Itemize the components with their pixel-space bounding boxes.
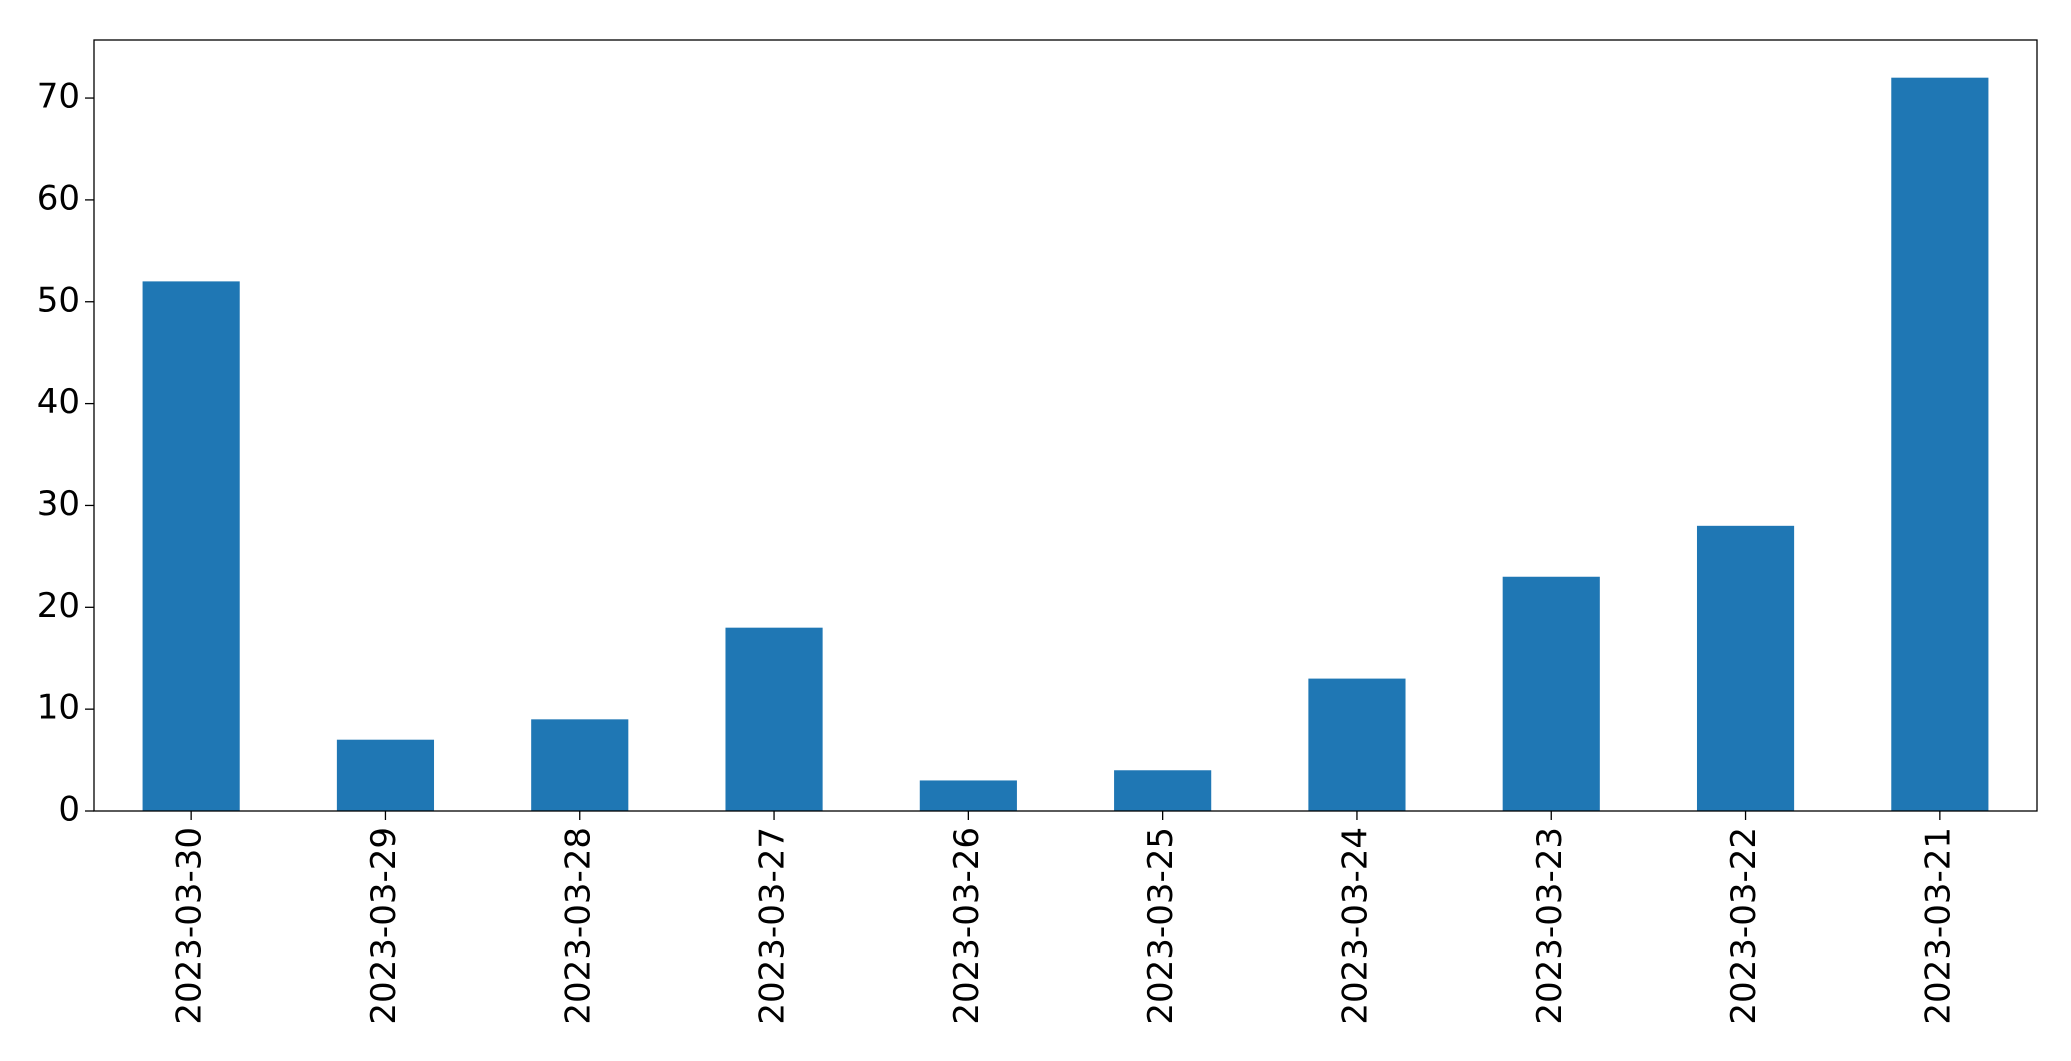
bar [336, 739, 435, 811]
x-tick-label: 2023-03-21 [1918, 827, 1958, 1025]
bar [1696, 525, 1795, 811]
y-tick-label: 10 [37, 688, 80, 728]
bar [725, 627, 823, 811]
bar [1891, 77, 1989, 812]
plot-frame [93, 39, 2038, 812]
y-tick-label: 30 [37, 484, 80, 524]
x-tick-label: 2023-03-23 [1530, 827, 1570, 1025]
x-tick-label: 2023-03-30 [170, 827, 210, 1025]
x-tick-label: 2023-03-24 [1335, 827, 1375, 1025]
bar [531, 719, 629, 811]
x-tick-label: 2023-03-28 [558, 827, 598, 1025]
bar [142, 281, 240, 812]
x-tick-label: 2023-03-29 [364, 827, 404, 1025]
x-tick-label: 2023-03-27 [753, 827, 793, 1025]
x-tick-label: 2023-03-26 [947, 827, 987, 1025]
bar [919, 780, 1017, 811]
bar [1114, 770, 1212, 811]
y-tick-label: 0 [58, 790, 80, 830]
y-tick-label: 70 [37, 77, 80, 117]
y-tick-label: 20 [37, 586, 80, 626]
y-tick-label: 40 [37, 382, 80, 422]
y-tick-label: 50 [37, 280, 80, 320]
y-tick-label: 60 [37, 178, 80, 218]
bar [1502, 576, 1600, 811]
bar [1308, 678, 1406, 811]
x-tick-label: 2023-03-25 [1141, 827, 1181, 1025]
x-tick-label: 2023-03-22 [1724, 827, 1764, 1025]
